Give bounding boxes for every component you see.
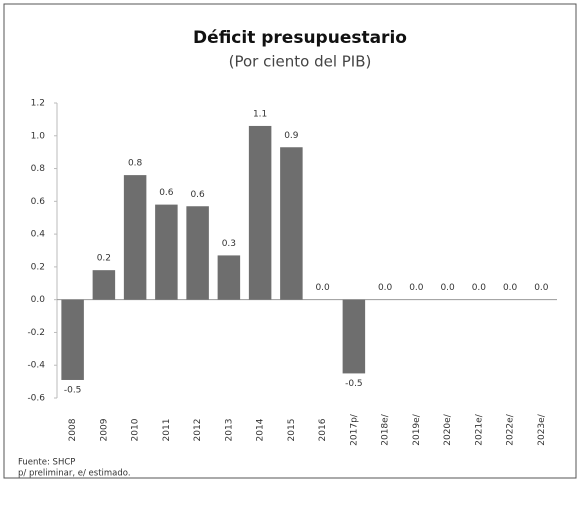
bar <box>342 299 366 374</box>
bar <box>217 255 241 300</box>
data-label: 0.2 <box>97 254 111 264</box>
x-tick-label: 2018e/ <box>381 413 391 445</box>
data-label: 0.0 <box>472 283 487 293</box>
bar <box>61 299 84 380</box>
data-label: 0.0 <box>315 283 330 293</box>
x-tick-label: 2020e/ <box>443 413 453 445</box>
data-label: 0.0 <box>378 283 393 293</box>
x-tick-label: 2008 <box>68 418 78 441</box>
x-tick-label: 2023e/ <box>537 413 547 445</box>
y-tick-label: 0.2 <box>31 262 45 272</box>
bar <box>92 270 116 300</box>
x-tick-label: 2019e/ <box>412 413 422 445</box>
data-label: 0.8 <box>128 159 143 169</box>
y-tick-label: 0.4 <box>31 230 46 240</box>
bar <box>123 175 147 300</box>
data-label: 0.0 <box>409 283 424 293</box>
x-tick-label: 2010 <box>131 418 141 441</box>
x-tick-label: 2022e/ <box>506 413 516 445</box>
bar <box>280 147 303 300</box>
x-tick-label: 2013 <box>224 419 234 442</box>
x-tick-label: 2014 <box>256 418 266 441</box>
bar <box>155 204 178 300</box>
data-label: 0.6 <box>159 188 174 198</box>
note: Fuente: SHCP <box>18 458 75 468</box>
x-tick-label: 2016 <box>318 418 328 441</box>
note: p/ preliminar, e/ estimado. <box>18 469 131 479</box>
bar <box>186 206 209 300</box>
data-label: 0.9 <box>284 131 299 141</box>
data-label: -0.5 <box>64 385 82 395</box>
x-tick-label: 2015 <box>287 419 297 442</box>
y-tick-label: -0.2 <box>27 328 45 338</box>
data-label: 1.1 <box>253 109 267 119</box>
chart-subtitle: (Por ciento del PIB) <box>229 53 372 71</box>
data-label: 0.0 <box>503 283 518 293</box>
data-label: 0.6 <box>190 190 205 200</box>
y-tick-label: -0.4 <box>27 361 45 371</box>
data-label: 0.0 <box>440 283 455 293</box>
data-label: -0.5 <box>345 379 363 389</box>
x-tick-label: 2009 <box>99 418 109 441</box>
x-tick-label: 2011 <box>162 419 172 442</box>
y-tick-label: -0.6 <box>27 394 45 404</box>
data-label: 0.0 <box>534 283 549 293</box>
x-tick-label: 2012 <box>193 419 203 442</box>
x-tick-label: 2021e/ <box>474 413 484 445</box>
y-tick-label: 0.0 <box>31 295 46 305</box>
bar <box>248 125 272 300</box>
y-tick-label: 1.2 <box>31 99 45 109</box>
x-tick-label: 2017p/ <box>349 413 359 446</box>
data-label: 0.3 <box>222 239 236 249</box>
y-tick-label: 0.8 <box>31 164 46 174</box>
chart-title: Déficit presupuestario <box>193 28 407 48</box>
y-tick-label: 0.6 <box>31 197 46 207</box>
y-tick-label: 1.0 <box>31 131 46 141</box>
